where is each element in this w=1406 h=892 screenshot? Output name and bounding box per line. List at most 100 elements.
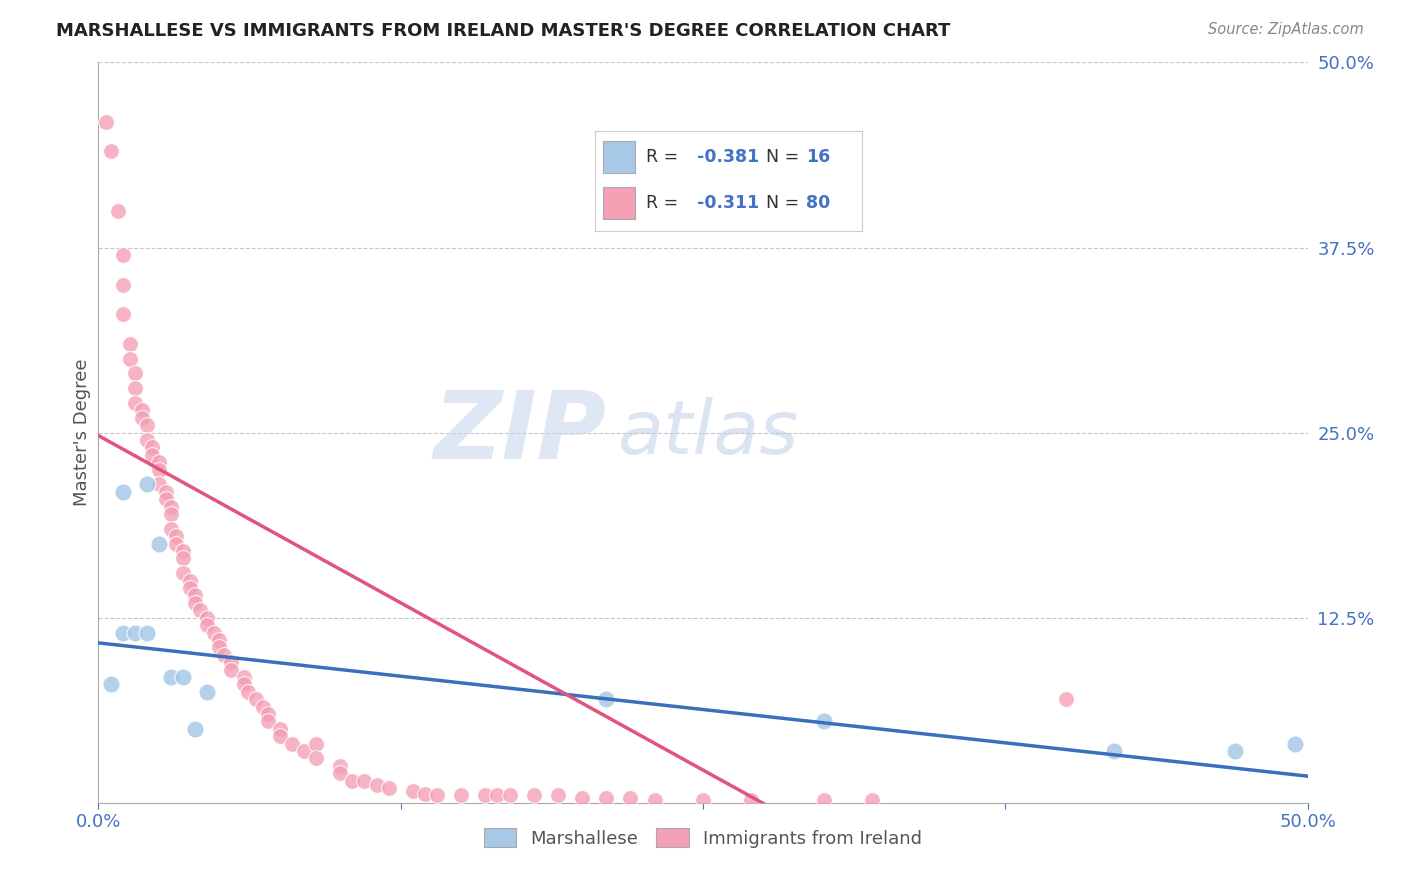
Point (377, 780, 399, 795)
Point (305, 751, 328, 765)
Point (111, 625, 134, 640)
Point (179, 574, 201, 588)
Point (256, 706, 278, 721)
Point (160, 507, 183, 521)
Point (740, 793, 762, 807)
Point (208, 640, 231, 655)
Point (179, 581, 201, 595)
Point (141, 441, 163, 455)
Point (94, 114, 117, 128)
Point (1223, 744, 1246, 758)
Point (245, 692, 267, 706)
Point (571, 791, 593, 805)
Text: MARSHALLESE VS IMMIGRANTS FROM IRELAND MASTER'S DEGREE CORRELATION CHART: MARSHALLESE VS IMMIGRANTS FROM IRELAND M… (56, 22, 950, 40)
Point (204, 625, 226, 640)
Point (353, 773, 375, 788)
Point (813, 714, 835, 729)
Point (208, 632, 231, 647)
Point (155, 484, 177, 499)
Point (692, 793, 714, 807)
Point (148, 455, 170, 469)
Text: N =: N = (766, 194, 804, 211)
Point (238, 685, 260, 699)
Point (221, 663, 243, 677)
Point (426, 789, 449, 803)
FancyBboxPatch shape (603, 186, 636, 219)
Text: -0.311: -0.311 (697, 194, 759, 211)
Point (1054, 692, 1077, 706)
Point (172, 544, 194, 558)
Point (124, 381, 146, 395)
Text: atlas: atlas (619, 397, 800, 468)
Point (135, 477, 157, 491)
Point (1284, 737, 1306, 751)
FancyBboxPatch shape (603, 141, 636, 173)
Point (111, 248, 134, 262)
Text: R =: R = (645, 194, 683, 211)
Point (292, 744, 315, 758)
Point (644, 793, 666, 807)
Point (172, 670, 194, 684)
Point (329, 766, 352, 780)
Point (100, 677, 122, 691)
Point (131, 403, 153, 417)
Y-axis label: Master's Degree: Master's Degree (73, 359, 91, 507)
Point (165, 536, 187, 550)
Point (148, 477, 170, 491)
Point (523, 789, 546, 803)
Point (269, 722, 291, 736)
Point (595, 692, 617, 706)
Point (111, 307, 134, 321)
Point (474, 789, 496, 803)
Point (172, 566, 194, 581)
Legend: Marshallese, Immigrants from Ireland: Marshallese, Immigrants from Ireland (475, 819, 931, 856)
Point (118, 351, 141, 366)
Point (212, 648, 235, 662)
Point (305, 737, 328, 751)
Point (160, 522, 183, 536)
Point (124, 625, 146, 640)
Point (188, 603, 211, 617)
Point (184, 596, 207, 610)
Point (366, 778, 388, 792)
Point (1102, 744, 1125, 758)
Point (184, 589, 207, 603)
Point (595, 791, 617, 805)
Text: R =: R = (645, 148, 683, 166)
Point (813, 793, 835, 807)
Point (547, 789, 569, 803)
Point (148, 462, 170, 476)
Point (329, 758, 352, 772)
Point (256, 714, 278, 729)
Point (100, 145, 122, 159)
Point (195, 618, 218, 632)
Point (184, 722, 207, 736)
Point (195, 685, 218, 699)
Point (135, 433, 157, 447)
Point (165, 529, 187, 543)
Point (232, 670, 254, 684)
Point (221, 655, 243, 669)
Point (232, 677, 254, 691)
Point (141, 448, 163, 462)
Point (450, 789, 472, 803)
Point (160, 500, 183, 514)
Point (619, 791, 641, 805)
Point (124, 396, 146, 410)
Text: 80: 80 (806, 194, 831, 211)
Point (111, 484, 134, 499)
Point (107, 203, 129, 218)
Point (498, 789, 520, 803)
Point (135, 418, 157, 433)
Point (160, 670, 183, 684)
Point (118, 336, 141, 351)
Point (172, 551, 194, 566)
Point (413, 787, 436, 801)
Point (148, 536, 170, 550)
Point (281, 737, 304, 751)
Point (402, 784, 425, 798)
Text: ZIP: ZIP (433, 386, 606, 479)
Point (131, 410, 153, 425)
Text: N =: N = (766, 148, 804, 166)
Point (486, 789, 509, 803)
